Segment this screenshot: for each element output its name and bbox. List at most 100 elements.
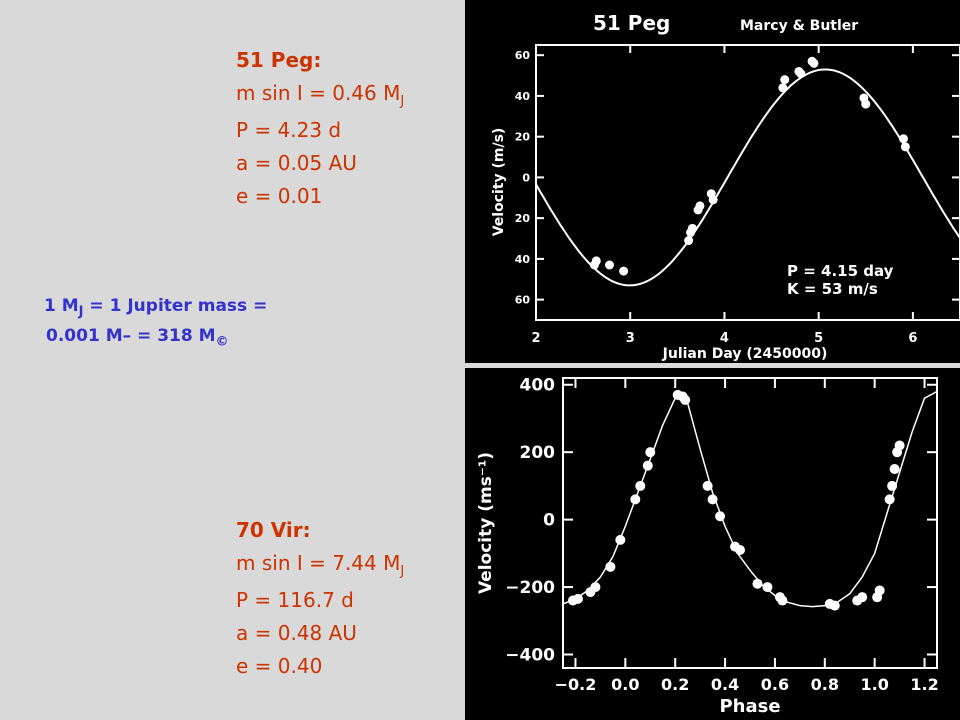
note-mearth-text: = 318 M <box>131 326 216 347</box>
peg-x-tick-label: 4 <box>720 331 729 346</box>
note-sun-symbol: – <box>122 326 132 347</box>
peg-data-point <box>619 266 629 276</box>
peg-y-axis-label: Velocity (m/s) <box>491 128 507 237</box>
peg-chart-credit: Marcy & Butler <box>740 18 858 34</box>
vir-x-tick-label: 1.2 <box>910 675 938 694</box>
vir-data-point <box>889 464 900 475</box>
peg-y-tick-label: 0 <box>522 171 530 184</box>
vir-info: 70 Vir: m sin I = 7.44 MJ P = 116.7 d a … <box>236 518 404 678</box>
peg-x-tick-label: 2 <box>531 331 540 346</box>
vir-y-tick-label: 0 <box>543 511 555 531</box>
vir-plot-frame <box>562 377 938 669</box>
vir-y-axis-label: Velocity (ms⁻¹) <box>476 452 496 594</box>
peg-data-point <box>684 236 694 246</box>
vir-velocity-chart: −0.2 0.0 0.2 0.4 0.6 0.8 1.0 1.2 400 200 0 −200 −400… <box>465 368 960 720</box>
peg-data-point <box>708 195 718 205</box>
peg-axes: 2 3 4 5 6 60 40 20 0 20 40 60 <box>515 45 960 346</box>
vir-data-point <box>630 494 641 505</box>
vir-data-point <box>642 460 653 471</box>
note-line-1: 1 MJ = 1 Jupiter mass = <box>44 294 267 324</box>
peg-data-point <box>687 223 697 233</box>
peg-data-points <box>589 56 910 276</box>
vir-data-point <box>857 592 868 603</box>
peg-chart-title: 51 Peg <box>593 11 670 35</box>
vir-y-tick-label: 200 <box>520 443 556 463</box>
vir-data-point <box>605 561 616 572</box>
note-equals-text: = 1 Jupiter mass = <box>83 296 268 316</box>
peg-heading: 51 Peg: <box>236 48 322 72</box>
peg-y-tick-label: 20 <box>515 131 531 144</box>
peg-info: 51 Peg: m sin I = 0.46 MJ P = 4.23 d a =… <box>236 48 404 208</box>
peg-x-tick-label: 3 <box>626 331 635 346</box>
vir-ecc: e = 0.40 <box>236 654 323 678</box>
peg-y-tick-label: 60 <box>515 49 531 62</box>
peg-y-tick-label: 60 <box>515 294 531 307</box>
vir-msini: m sin I = 7.44 MJ <box>236 551 404 579</box>
peg-x-tick-label: 6 <box>908 331 917 346</box>
vir-data-point <box>715 511 726 522</box>
vir-x-tick-label: 1.0 <box>860 675 888 694</box>
vir-data-point <box>762 582 773 593</box>
peg-period: P = 4.23 d <box>236 118 342 142</box>
peg-data-point <box>898 134 908 144</box>
vir-y-tick-label: 400 <box>520 376 556 396</box>
vir-data-point <box>777 595 788 606</box>
peg-data-point <box>778 83 788 93</box>
peg-amplitude-annotation: K = 53 m/s <box>787 280 878 298</box>
vir-data-point <box>894 440 905 451</box>
vir-x-axis-label: Phase <box>719 696 780 717</box>
peg-data-point <box>861 99 871 109</box>
peg-x-axis-label: Julian Day (2450000) <box>662 346 828 362</box>
vir-data-point <box>707 494 718 505</box>
peg-msini-sub: J <box>400 94 405 109</box>
peg-chart-background <box>465 0 960 363</box>
note-mj-sub: J <box>78 304 84 320</box>
note-earth-symbol: © <box>215 334 229 350</box>
note-line-2: 0.001 M– = 318 M© <box>46 324 267 354</box>
peg-data-point <box>796 69 806 79</box>
vir-data-point <box>887 480 898 491</box>
note-msun-text: 0.001 M <box>46 326 123 347</box>
peg-fit-curve <box>535 68 960 287</box>
vir-fit-curve <box>562 390 938 608</box>
peg-y-tick-label: 20 <box>515 212 531 225</box>
jupiter-mass-note: 1 MJ = 1 Jupiter mass = 0.001 M– = 318 M… <box>44 294 267 355</box>
vir-x-tick-label: −0.2 <box>555 675 597 694</box>
note-mj-text: 1 M <box>44 296 79 316</box>
vir-period: P = 116.7 d <box>236 588 354 612</box>
vir-data-point <box>572 593 583 604</box>
vir-x-tick-label: 0.2 <box>661 675 689 694</box>
peg-y-tick-label: 40 <box>515 90 531 103</box>
peg-period-annotation: P = 4.15 day <box>787 262 894 280</box>
vir-data-point <box>874 585 885 596</box>
peg-data-point <box>900 142 910 152</box>
vir-data-point <box>645 447 656 458</box>
vir-semimajor: a = 0.48 AU <box>236 621 357 645</box>
peg-semimajor: a = 0.05 AU <box>236 151 357 175</box>
vir-x-tick-label: 0.8 <box>811 675 839 694</box>
vir-heading: 70 Vir: <box>236 518 311 542</box>
peg-data-point <box>809 58 819 68</box>
vir-data-point <box>635 480 646 491</box>
peg-x-tick-label: 5 <box>814 331 823 346</box>
vir-x-tick-label: 0.4 <box>711 675 739 694</box>
peg-data-point <box>604 260 614 270</box>
vir-msini-sub: J <box>400 564 405 579</box>
vir-data-point <box>884 494 895 505</box>
peg-y-tick-label: 40 <box>515 253 531 266</box>
vir-data-point <box>590 582 601 593</box>
peg-msini: m sin I = 0.46 MJ <box>236 81 404 109</box>
peg-velocity-chart: 51 Peg Marcy & Butler 2 3 4 5 6 60 40 20 0 20 40 60… <box>465 0 960 363</box>
vir-data-point <box>615 534 626 545</box>
peg-data-point <box>780 75 790 85</box>
peg-msini-text: m sin I = 0.46 M <box>236 81 401 105</box>
vir-y-tick-label: −400 <box>505 646 555 666</box>
peg-plot-frame <box>535 44 960 321</box>
peg-data-point <box>591 256 601 266</box>
vir-x-tick-label: 0.0 <box>611 675 639 694</box>
peg-ecc: e = 0.01 <box>236 184 323 208</box>
vir-data-point <box>752 578 763 589</box>
vir-data-point <box>735 544 746 555</box>
vir-x-tick-label: 0.6 <box>761 675 789 694</box>
peg-data-point <box>695 201 705 211</box>
